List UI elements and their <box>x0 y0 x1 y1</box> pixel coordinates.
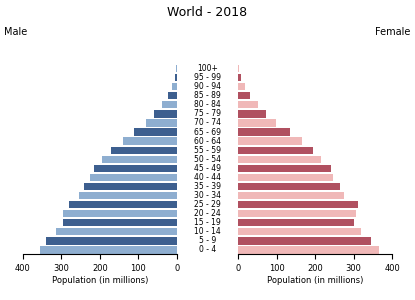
Bar <box>238 183 340 190</box>
Text: World - 2018: World - 2018 <box>167 6 248 19</box>
Bar <box>238 92 250 99</box>
Bar <box>134 128 177 136</box>
Text: 85 - 89: 85 - 89 <box>194 91 221 100</box>
Text: 95 - 99: 95 - 99 <box>194 73 221 82</box>
Bar <box>172 83 177 90</box>
Bar <box>168 92 177 99</box>
Text: Female: Female <box>376 27 411 37</box>
Bar <box>238 246 378 254</box>
Bar <box>56 228 177 236</box>
Bar <box>102 156 177 163</box>
Bar <box>238 210 356 217</box>
Bar <box>238 174 332 181</box>
Bar <box>79 192 177 199</box>
Bar <box>238 65 239 72</box>
Text: 0 - 4: 0 - 4 <box>199 245 216 254</box>
Bar <box>63 210 177 217</box>
Text: 65 - 69: 65 - 69 <box>194 128 221 136</box>
Text: 60 - 64: 60 - 64 <box>194 136 221 146</box>
Bar <box>40 246 177 254</box>
Bar <box>238 101 257 108</box>
Text: 55 - 59: 55 - 59 <box>194 146 221 155</box>
Bar <box>176 65 177 72</box>
Bar <box>162 101 177 108</box>
Bar <box>146 119 177 127</box>
Bar <box>238 201 357 208</box>
X-axis label: Population (in millions): Population (in millions) <box>51 276 148 285</box>
X-axis label: Population (in millions): Population (in millions) <box>267 276 364 285</box>
Text: 35 - 39: 35 - 39 <box>194 182 221 191</box>
Bar <box>238 110 266 118</box>
Bar <box>69 201 177 208</box>
Text: 15 - 19: 15 - 19 <box>194 218 221 227</box>
Text: 25 - 29: 25 - 29 <box>194 200 221 209</box>
Bar <box>94 165 177 172</box>
Bar <box>238 119 276 127</box>
Text: 70 - 74: 70 - 74 <box>194 118 221 127</box>
X-axis label: Age Group: Age Group <box>185 262 230 271</box>
Bar <box>238 228 361 236</box>
Bar <box>238 237 371 244</box>
Bar <box>238 165 331 172</box>
Text: 90 - 94: 90 - 94 <box>194 82 221 91</box>
Bar <box>123 137 177 145</box>
Bar <box>238 156 321 163</box>
Text: 30 - 34: 30 - 34 <box>194 191 221 200</box>
Text: 50 - 54: 50 - 54 <box>194 155 221 164</box>
Bar <box>46 237 177 244</box>
Text: Male: Male <box>4 27 27 37</box>
Bar <box>238 128 290 136</box>
Text: 40 - 44: 40 - 44 <box>194 173 221 182</box>
Bar <box>238 83 245 90</box>
Text: 10 - 14: 10 - 14 <box>194 227 221 236</box>
Bar <box>90 174 177 181</box>
Bar <box>154 110 177 118</box>
Bar <box>111 146 177 154</box>
Text: 80 - 84: 80 - 84 <box>194 100 221 109</box>
Bar <box>238 137 302 145</box>
Text: 100+: 100+ <box>197 64 218 73</box>
Bar <box>238 219 354 226</box>
Bar <box>238 74 242 81</box>
Text: 45 - 49: 45 - 49 <box>194 164 221 173</box>
Text: 20 - 24: 20 - 24 <box>194 209 221 218</box>
Bar <box>175 74 177 81</box>
Text: 5 - 9: 5 - 9 <box>199 236 216 245</box>
Bar <box>63 219 177 226</box>
Bar <box>238 192 344 199</box>
Bar <box>238 146 312 154</box>
Text: 75 - 79: 75 - 79 <box>194 110 221 118</box>
Bar <box>84 183 177 190</box>
